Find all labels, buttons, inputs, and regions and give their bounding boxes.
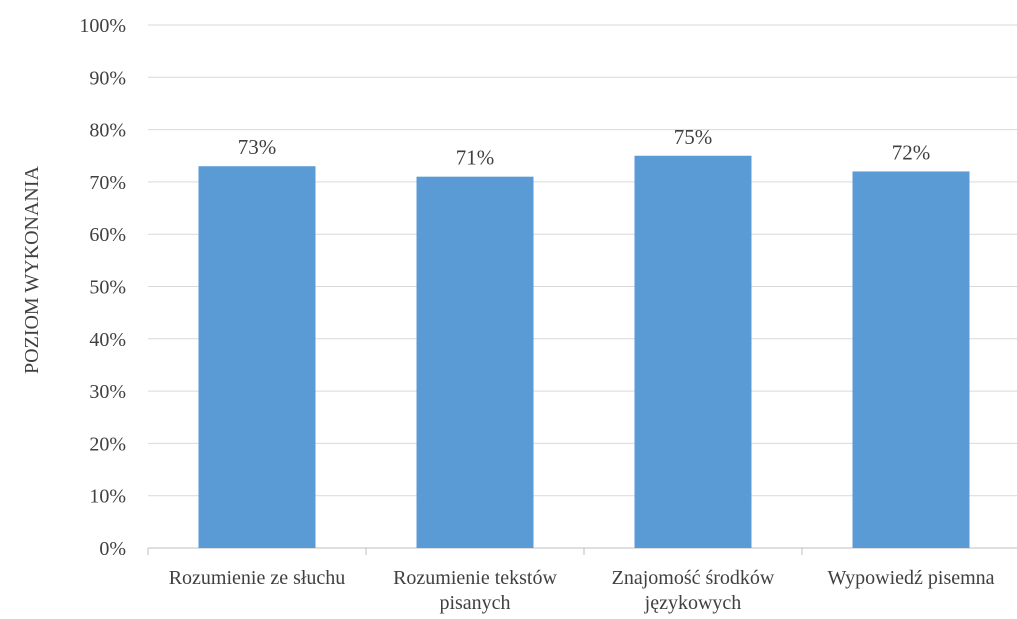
x-axis-tick-labels: Rozumienie ze słuchu Rozumienie tekstów pi… [169,567,995,614]
data-label: 73% [238,135,277,159]
data-labels: 73% 71% 75% 72% [238,125,931,170]
y-axis-tick-labels: 0% 10% 20% 30% 40% 50% 60% 70% 80% 90% 100% [79,15,126,560]
bar [416,176,534,549]
y-axis-label: POZIOM WYKONANIA [21,165,43,374]
data-label: 71% [456,146,495,170]
x-tick-label: językowych [644,592,742,614]
bar [852,171,970,548]
y-tick-label: 10% [89,486,126,508]
x-tick-label: Wypowiedź pisemna [827,567,994,589]
x-tick-label: Znajomość środków [612,567,775,589]
bars [198,155,970,549]
y-tick-label: 80% [89,120,126,142]
y-tick-label: 30% [89,381,126,403]
bar [634,155,752,548]
y-tick-label: 70% [89,172,126,194]
y-tick-label: 40% [89,329,126,351]
data-label: 75% [674,125,713,149]
y-tick-label: 0% [99,538,126,560]
data-label: 72% [892,140,931,164]
y-tick-label: 90% [89,67,126,89]
x-tick-label: Rozumienie tekstów [393,567,557,589]
bar [198,166,316,548]
x-tick-label: Rozumienie ze słuchu [169,567,346,589]
y-tick-label: 100% [79,15,126,37]
x-tick-label: pisanych [439,592,510,614]
y-tick-label: 50% [89,277,126,299]
y-tick-label: 20% [89,433,126,455]
y-tick-label: 60% [89,224,126,246]
